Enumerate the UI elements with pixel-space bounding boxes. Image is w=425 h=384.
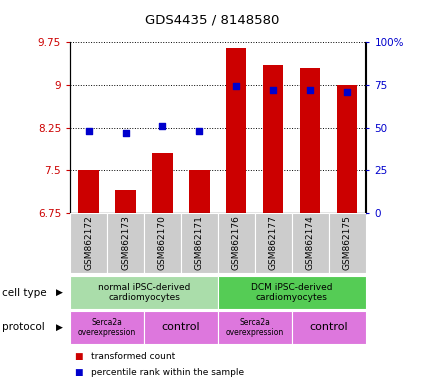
Bar [226,48,246,213]
Bar [181,213,218,273]
Point [233,83,240,89]
Bar [218,213,255,273]
Bar [337,85,357,213]
Bar [70,311,144,344]
Text: normal iPSC-derived
cardiomyocytes: normal iPSC-derived cardiomyocytes [98,283,190,303]
Point [196,127,203,134]
Bar [218,276,366,309]
Text: control: control [162,322,200,333]
Text: Serca2a
overexpression: Serca2a overexpression [78,318,136,337]
Text: protocol: protocol [2,322,45,333]
Text: ▶: ▶ [56,323,63,332]
Bar [107,213,144,273]
Bar [329,213,366,273]
Bar [152,153,173,213]
Text: Serca2a
overexpression: Serca2a overexpression [226,318,284,337]
Text: control: control [309,322,348,333]
Point [344,89,351,96]
Bar [218,311,292,344]
Point [270,86,277,93]
Text: GSM862172: GSM862172 [84,215,93,270]
Text: GSM862170: GSM862170 [158,215,167,270]
Bar [115,190,136,213]
Text: ■: ■ [74,369,83,377]
Text: percentile rank within the sample: percentile rank within the sample [91,369,244,377]
Text: GSM862175: GSM862175 [343,215,351,270]
Bar [70,213,107,273]
Text: ▶: ▶ [56,288,63,297]
Bar [70,276,218,309]
Text: cell type: cell type [2,288,47,298]
Bar [292,311,366,344]
Point [122,130,129,136]
Point [159,123,166,129]
Text: ■: ■ [74,352,83,361]
Bar [79,170,99,213]
Text: DCM iPSC-derived
cardiomyocytes: DCM iPSC-derived cardiomyocytes [251,283,332,303]
Bar [144,311,218,344]
Point [307,86,314,93]
Text: GSM862177: GSM862177 [269,215,278,270]
Bar [263,65,283,213]
Text: transformed count: transformed count [91,352,175,361]
Bar [292,213,329,273]
Text: GDS4435 / 8148580: GDS4435 / 8148580 [145,13,280,26]
Bar [189,170,210,213]
Text: GSM862173: GSM862173 [121,215,130,270]
Text: GSM862176: GSM862176 [232,215,241,270]
Bar [255,213,292,273]
Text: GSM862171: GSM862171 [195,215,204,270]
Text: GSM862174: GSM862174 [306,215,314,270]
Bar [300,68,320,213]
Point [85,127,92,134]
Bar [144,213,181,273]
